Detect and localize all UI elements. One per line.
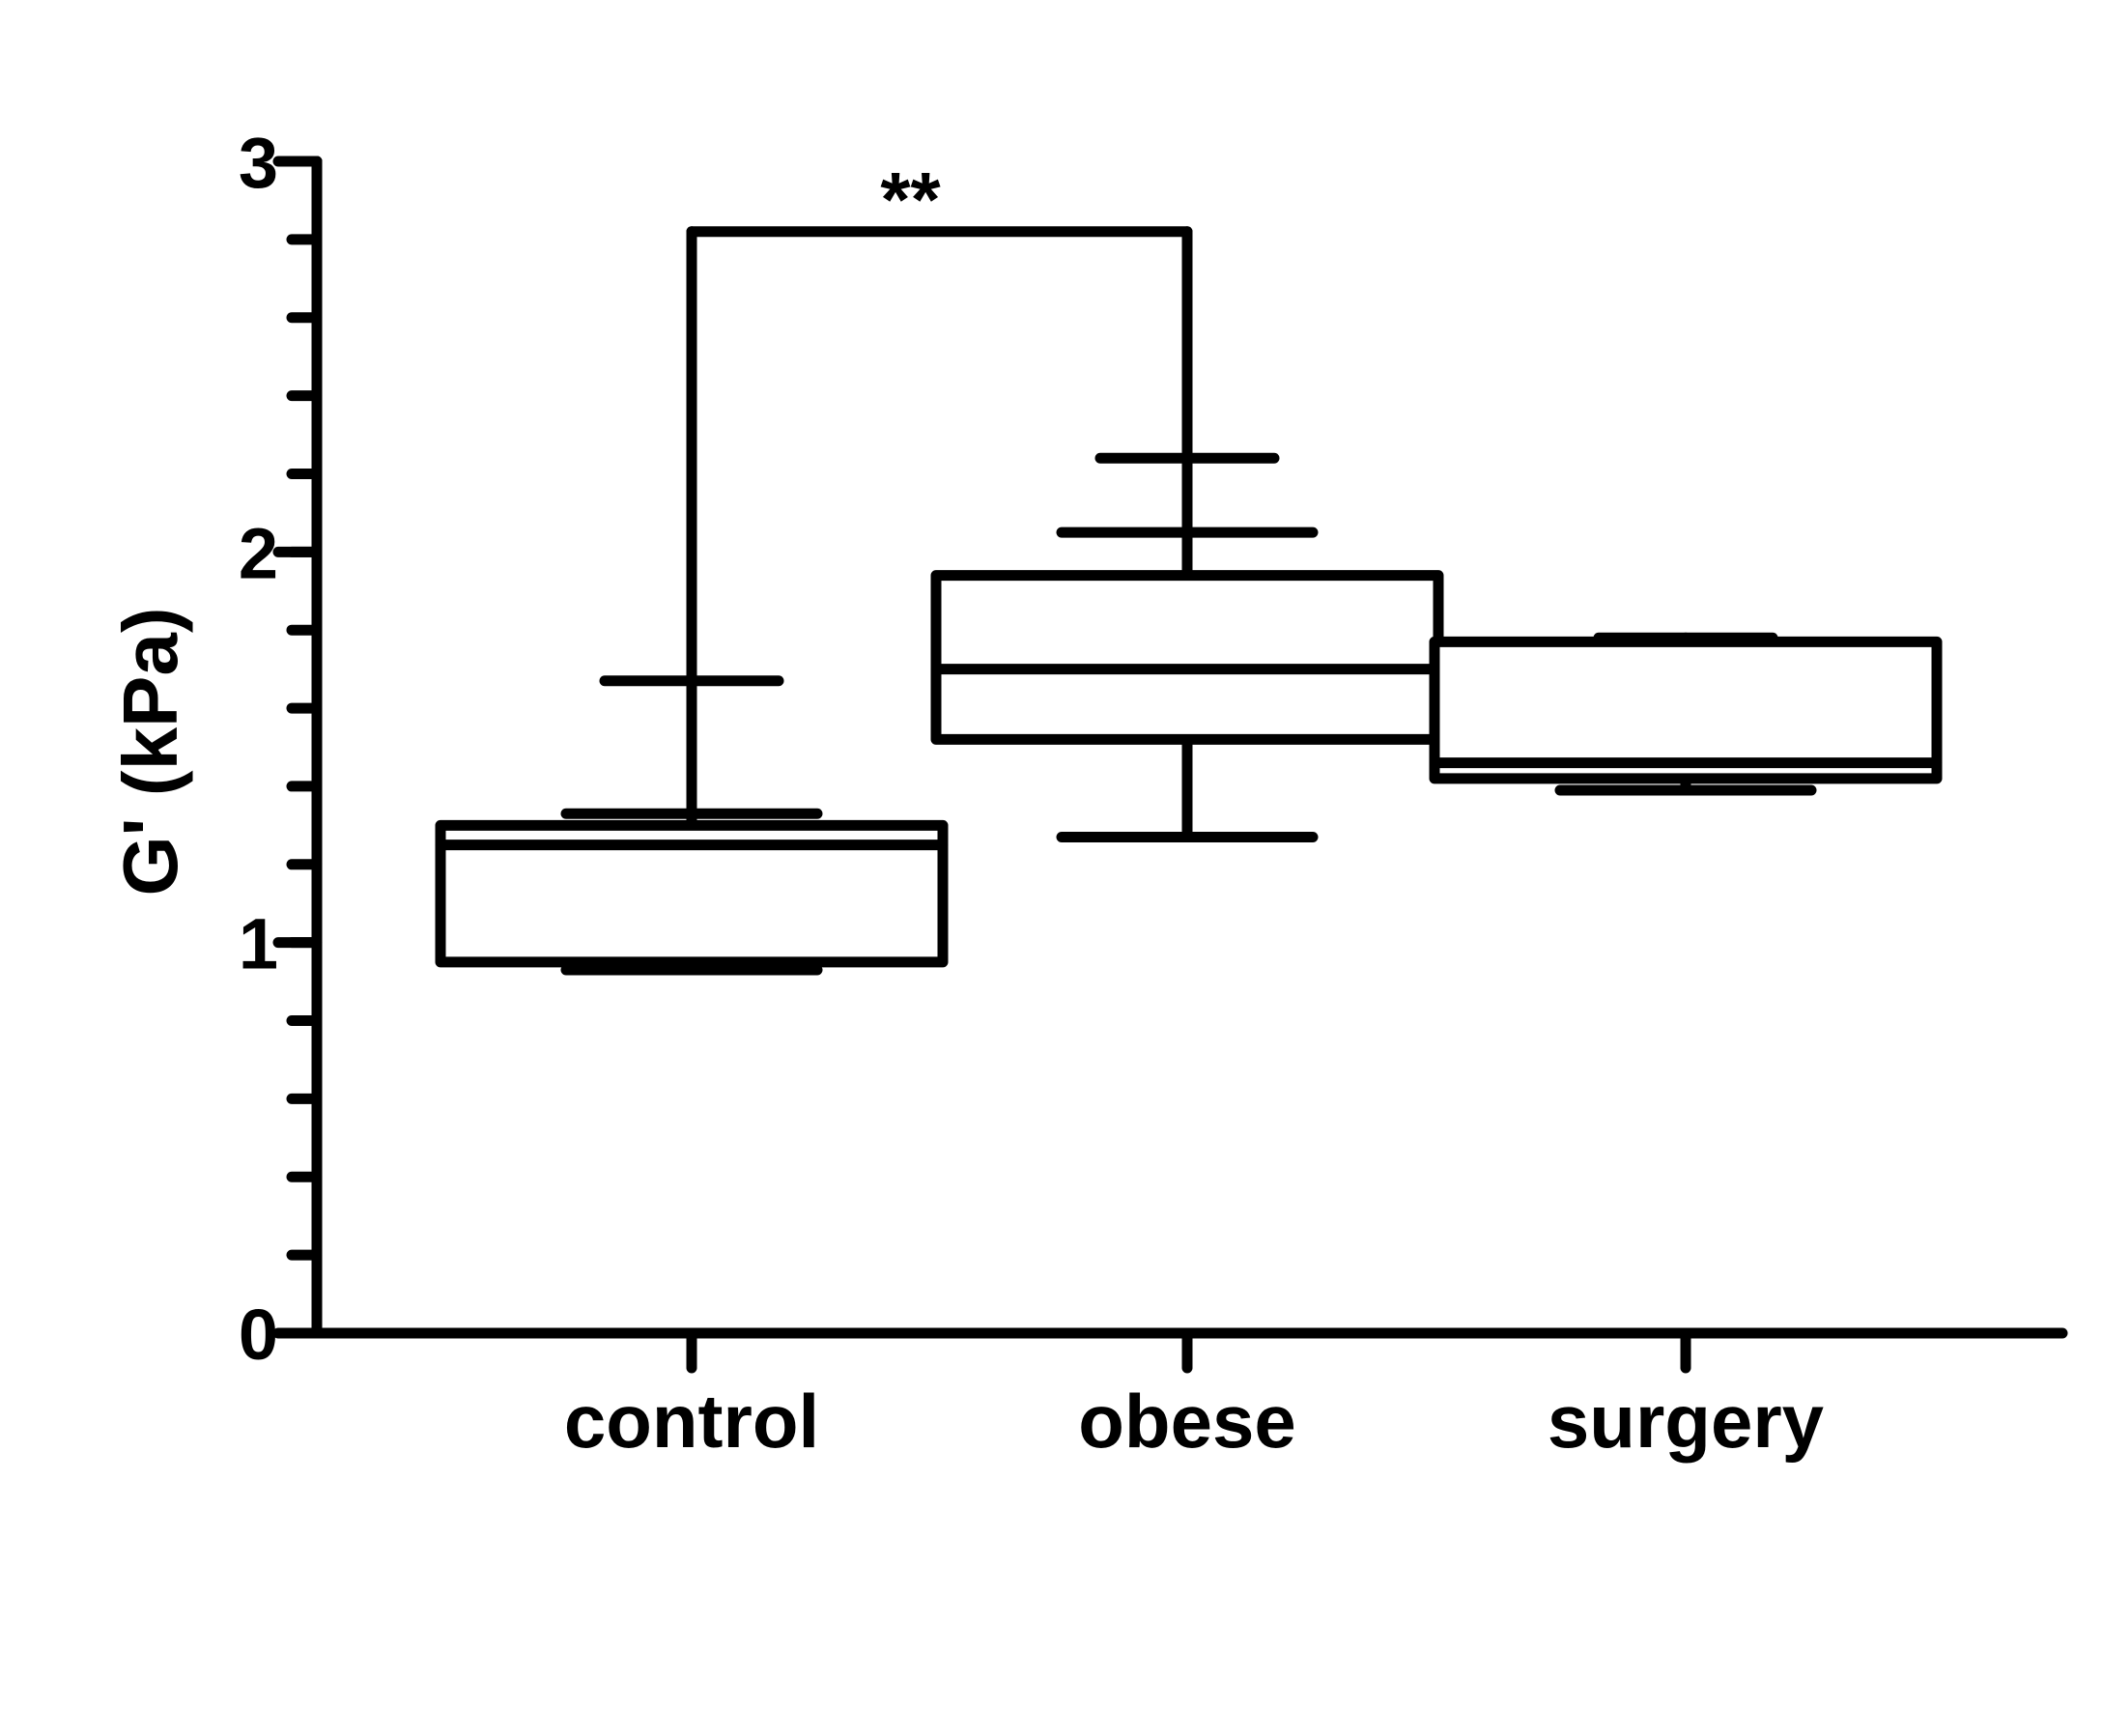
y-axis-label: G' (kPa) (107, 607, 193, 896)
significance-bracket: ** (686, 157, 1193, 687)
box-body (930, 570, 1444, 745)
y-tick-label: 1 (239, 904, 278, 984)
axes: 0 1 2 3 control obese surgery (239, 123, 2068, 1464)
significance-annotations: ** (686, 157, 1193, 687)
y-tick-label: 2 (239, 513, 278, 593)
significance-label: ** (880, 157, 941, 242)
boxes (435, 452, 1943, 976)
x-tick-label: obese (1078, 1379, 1295, 1464)
y-tick-label: 0 (239, 1295, 278, 1375)
box-body (1429, 636, 1943, 784)
box-control (435, 675, 949, 976)
y-tick-label: 3 (239, 123, 278, 203)
x-tick-label: control (564, 1379, 819, 1464)
box-obese (930, 452, 1444, 842)
x-tick-label: surgery (1548, 1379, 1824, 1464)
box-surgery (1429, 632, 1943, 796)
